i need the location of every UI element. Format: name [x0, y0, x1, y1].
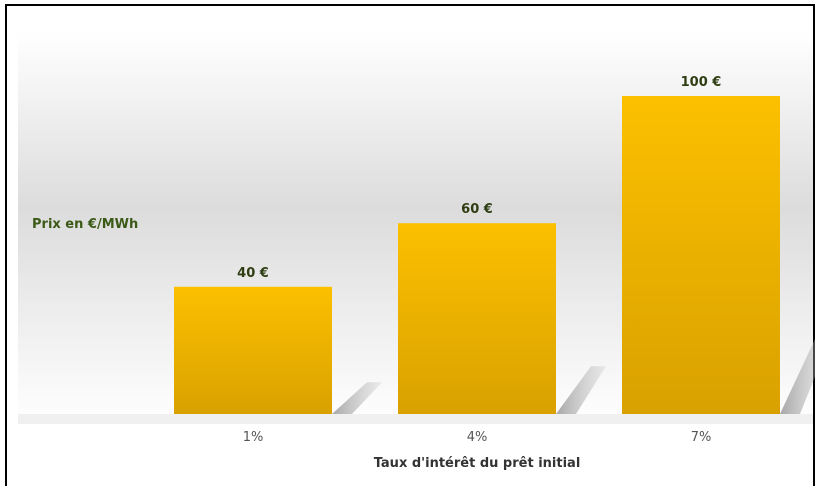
x-tick-labels: 1% 4% 7% [243, 430, 712, 445]
y-axis-label: Prix en €/MWh [32, 217, 138, 232]
bar-1pct [174, 286, 332, 414]
bar-value-label: 40 € [237, 266, 269, 281]
bar-shadow [780, 339, 815, 414]
bar-7pct [622, 96, 780, 414]
bar-value-label: 100 € [681, 75, 722, 90]
value-labels: 40 € 60 € 100 € [237, 75, 721, 281]
x-tick-label: 1% [243, 430, 264, 445]
bar-shadow [556, 366, 606, 414]
bar-shadows [332, 339, 815, 414]
bar-shadow [332, 382, 382, 414]
x-axis-label: Taux d'intérêt du prêt initial [374, 456, 581, 471]
bars [174, 96, 780, 414]
floor-strip [18, 414, 813, 424]
bar-value-label: 60 € [461, 202, 493, 217]
bar-4pct [398, 223, 556, 414]
x-tick-label: 7% [691, 430, 712, 445]
x-tick-label: 4% [467, 430, 488, 445]
